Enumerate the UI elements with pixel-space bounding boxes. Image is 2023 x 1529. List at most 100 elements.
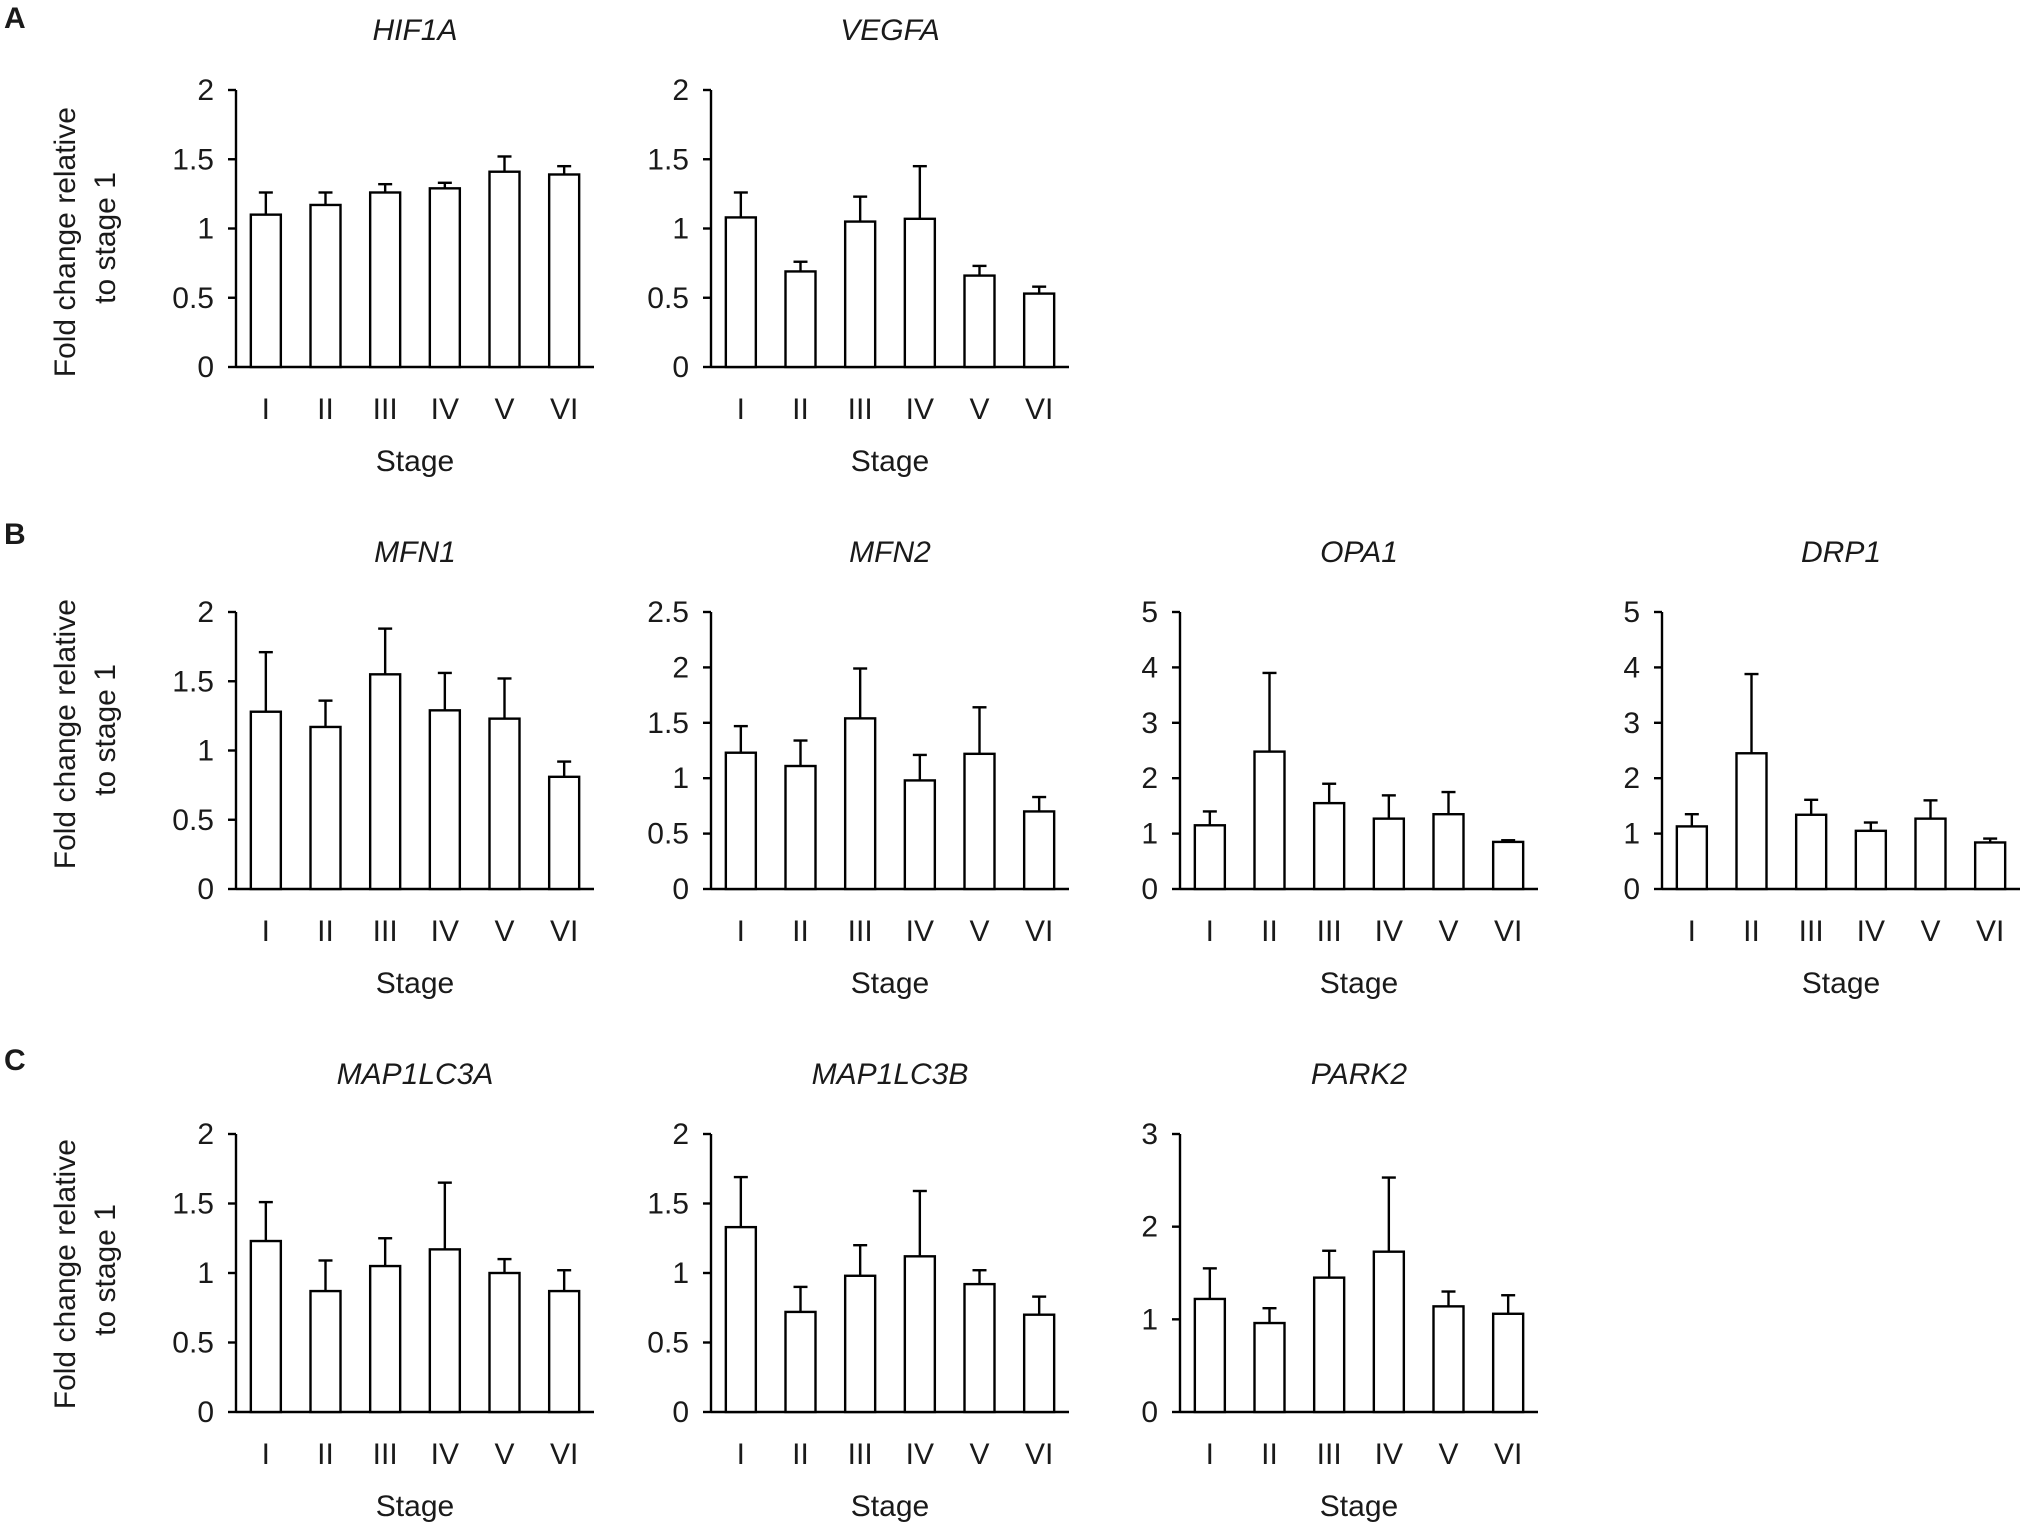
y-tick-label: 0 xyxy=(1141,873,1158,906)
y-tick-label: 1.5 xyxy=(647,1188,689,1221)
y-tick-label: 0.5 xyxy=(172,1327,214,1360)
chart-title: MFN2 xyxy=(849,536,931,569)
bar xyxy=(1432,1305,1465,1414)
bar xyxy=(1973,841,2007,891)
chart-title: MAP1LC3A xyxy=(337,1058,494,1091)
y-tick-label: 1 xyxy=(672,1257,689,1290)
bar xyxy=(309,1289,342,1414)
x-tick-label: IV xyxy=(1375,915,1403,948)
y-tick-label: 2 xyxy=(1141,1211,1158,1244)
panel-letter-a: A xyxy=(4,2,26,35)
x-tick-label: II xyxy=(1261,1438,1278,1471)
bar xyxy=(784,1310,817,1414)
bar xyxy=(488,1271,521,1414)
bar xyxy=(1854,829,1888,891)
x-tick-label: VI xyxy=(1025,393,1053,426)
y-tick-label: 1 xyxy=(672,762,689,795)
x-tick-label: II xyxy=(792,393,809,426)
bar xyxy=(1491,840,1525,891)
x-tick-label: V xyxy=(494,393,514,426)
bar xyxy=(368,673,402,891)
y-tick-label: 1 xyxy=(1623,818,1640,851)
x-tick-label: I xyxy=(737,915,745,948)
x-tick-label: IV xyxy=(431,915,459,948)
y-tick-label: 0 xyxy=(1141,1396,1158,1429)
bar xyxy=(963,274,996,369)
bar xyxy=(843,717,877,891)
x-tick-label: III xyxy=(373,393,398,426)
x-tick-label: VI xyxy=(1494,1438,1522,1471)
bar xyxy=(784,764,817,891)
bar xyxy=(843,220,877,369)
x-axis-label: Stage xyxy=(1320,1490,1398,1523)
ylabel-row-b-line2: to stage 1 xyxy=(89,664,122,796)
ylabel-row-a-line1: Fold change relative xyxy=(49,107,82,377)
x-tick-label: VI xyxy=(550,1438,578,1471)
y-tick-label: 1.5 xyxy=(172,143,214,176)
x-tick-label: IV xyxy=(906,915,934,948)
y-tick-label: 0.5 xyxy=(647,282,689,315)
bar xyxy=(843,1274,877,1414)
x-tick-label: V xyxy=(1920,915,1940,948)
y-tick-label: 3 xyxy=(1141,1118,1158,1151)
bar xyxy=(963,1282,996,1414)
x-tick-label: IV xyxy=(906,1438,934,1471)
ylabel-row-a: Fold change relative to stage 1 xyxy=(49,99,122,378)
y-tick-label: 2 xyxy=(197,596,214,629)
y-tick-label: 1 xyxy=(1141,818,1158,851)
y-tick-label: 1.5 xyxy=(647,707,689,740)
x-tick-label: IV xyxy=(1857,915,1885,948)
x-tick-label: V xyxy=(494,1438,514,1471)
y-tick-label: 2 xyxy=(1141,762,1158,795)
y-tick-label: 0 xyxy=(197,1396,214,1429)
y-tick-label: 0 xyxy=(197,873,214,906)
x-tick-label: III xyxy=(1799,915,1824,948)
x-tick-label: I xyxy=(262,915,270,948)
x-tick-label: II xyxy=(1743,915,1760,948)
x-tick-label: VI xyxy=(1025,1438,1053,1471)
bar xyxy=(488,717,521,891)
bar xyxy=(1432,813,1465,891)
y-tick-label: 1.5 xyxy=(647,143,689,176)
y-tick-label: 0.5 xyxy=(647,818,689,851)
x-tick-label: II xyxy=(317,1438,334,1471)
x-tick-label: IV xyxy=(906,393,934,426)
x-tick-label: III xyxy=(1317,915,1342,948)
bar xyxy=(1022,1313,1056,1414)
x-tick-label: V xyxy=(969,393,989,426)
y-tick-label: 1.5 xyxy=(172,665,214,698)
y-tick-label: 0 xyxy=(1623,873,1640,906)
chart-title: HIF1A xyxy=(372,14,457,47)
y-tick-label: 1 xyxy=(197,735,214,768)
x-tick-label: III xyxy=(848,915,873,948)
x-axis-label: Stage xyxy=(376,967,454,1000)
y-tick-label: 1 xyxy=(197,213,214,246)
bar xyxy=(488,170,521,369)
x-tick-label: VI xyxy=(550,393,578,426)
bar xyxy=(368,191,402,369)
bar xyxy=(724,751,758,891)
x-tick-label: VI xyxy=(1494,915,1522,948)
bar xyxy=(1253,750,1286,891)
y-tick-label: 1 xyxy=(672,213,689,246)
x-tick-label: V xyxy=(1438,1438,1458,1471)
x-tick-label: II xyxy=(792,1438,809,1471)
chart-title: MFN1 xyxy=(374,536,456,569)
y-tick-label: 2 xyxy=(1623,762,1640,795)
bar xyxy=(1491,1312,1525,1414)
x-tick-label: VI xyxy=(1025,915,1053,948)
chart-title: DRP1 xyxy=(1801,536,1881,569)
ylabel-row-b: Fold change relative to stage 1 xyxy=(49,591,122,870)
y-tick-label: 0 xyxy=(672,873,689,906)
y-tick-label: 0 xyxy=(672,351,689,384)
x-tick-label: V xyxy=(494,915,514,948)
bar xyxy=(724,216,758,369)
y-tick-label: 0 xyxy=(197,351,214,384)
bar xyxy=(903,1255,937,1414)
x-axis-label: Stage xyxy=(376,1490,454,1523)
ylabel-row-c: Fold change relative to stage 1 xyxy=(49,1131,122,1410)
